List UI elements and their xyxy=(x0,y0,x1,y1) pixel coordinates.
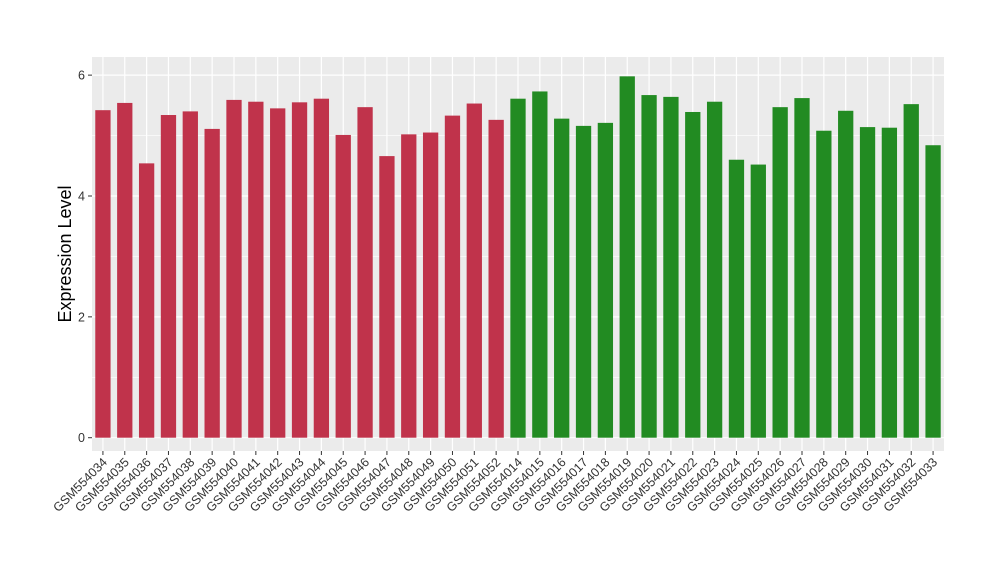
bar-GSM554048 xyxy=(401,134,417,438)
bar-GSM554042 xyxy=(270,108,286,438)
y-axis-title: Expression Level xyxy=(55,185,75,322)
bar-GSM554045 xyxy=(335,134,351,438)
y-tick-label: 4 xyxy=(78,189,85,203)
y-tick-label: 6 xyxy=(78,69,85,83)
bar-GSM554032 xyxy=(903,104,919,438)
bar-GSM554023 xyxy=(706,101,723,438)
y-axis: 0 2 4 6 xyxy=(78,69,92,445)
bar-GSM554024 xyxy=(728,159,745,438)
bar-GSM554036 xyxy=(138,163,155,438)
bar-GSM554040 xyxy=(226,99,242,438)
bar-GSM554044 xyxy=(313,98,330,438)
bar-GSM554021 xyxy=(663,96,679,438)
bar-GSM554027 xyxy=(794,98,810,438)
y-tick-label: 2 xyxy=(78,310,85,324)
bar-GSM554049 xyxy=(422,132,439,438)
bar-GSM554052 xyxy=(488,119,504,438)
bar-GSM554033 xyxy=(925,145,941,438)
bar-GSM554037 xyxy=(160,115,177,438)
bar-GSM554015 xyxy=(532,91,548,438)
bar-GSM554043 xyxy=(291,102,308,438)
bar-GSM554038 xyxy=(182,111,198,438)
bar-GSM554046 xyxy=(357,107,373,438)
y-tick-label: 0 xyxy=(78,431,85,445)
bar-GSM554014 xyxy=(510,98,526,438)
bar-GSM554022 xyxy=(685,111,701,438)
bar-GSM554026 xyxy=(772,107,788,438)
bar-GSM554028 xyxy=(816,130,832,438)
bar-GSM554034 xyxy=(95,110,111,438)
bar-GSM554016 xyxy=(554,118,570,438)
bar-GSM554019 xyxy=(619,76,635,438)
bar-GSM554041 xyxy=(248,101,264,438)
bar-GSM554018 xyxy=(597,122,614,438)
x-axis: GSM554034GSM554035GSM554036GSM554037GSM5… xyxy=(51,451,940,515)
bar-GSM554051 xyxy=(466,103,482,438)
bars xyxy=(95,76,941,438)
bar-GSM554030 xyxy=(859,127,876,438)
bar-GSM554020 xyxy=(641,95,657,438)
bar-GSM554031 xyxy=(881,127,898,438)
bar-GSM554029 xyxy=(838,110,854,438)
bar-GSM554047 xyxy=(379,156,395,438)
bar-GSM554017 xyxy=(575,125,592,438)
bar-GSM554039 xyxy=(204,128,220,438)
bar-GSM554025 xyxy=(750,164,766,438)
bar-GSM554035 xyxy=(117,102,133,438)
bar-GSM554050 xyxy=(444,115,461,438)
